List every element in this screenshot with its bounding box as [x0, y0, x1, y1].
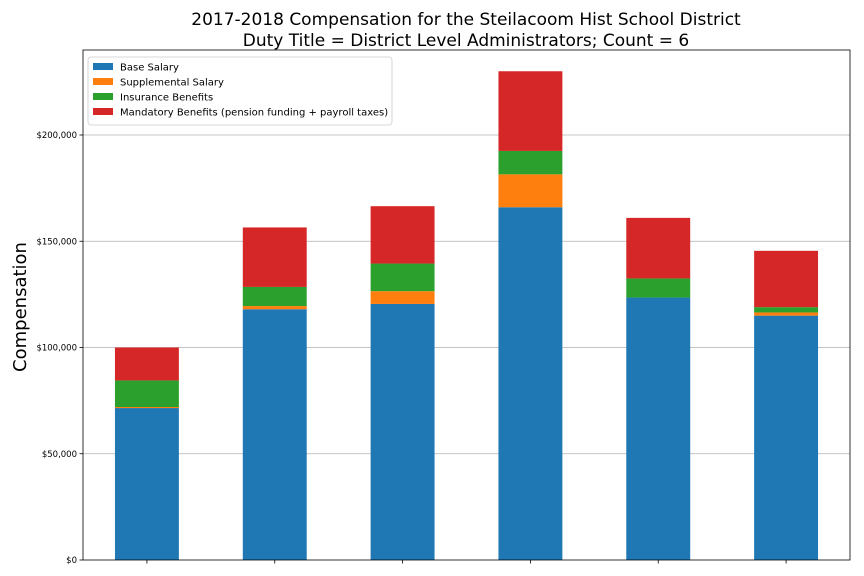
- y-tick-label: $200,000: [36, 131, 77, 141]
- bar-segment: [114, 347, 179, 381]
- y-tick-label: $50,000: [42, 450, 77, 460]
- bar-segment: [242, 286, 307, 307]
- grid: [83, 134, 850, 455]
- legend-label: Supplemental Salary: [120, 78, 224, 89]
- bar-segment: [242, 309, 307, 560]
- bar-segment: [754, 315, 819, 560]
- bar-segment: [626, 278, 691, 298]
- legend: Base Salary Supplemental Salary Insurance …: [87, 56, 393, 126]
- bar-segment: [754, 312, 819, 316]
- bar-segment: [754, 250, 819, 308]
- y-tick-label: $0: [66, 556, 77, 566]
- legend-label: Base Salary: [120, 63, 179, 74]
- bar-segment: [114, 380, 179, 407]
- legend-label: Mandatory Benefits (pension funding + pa…: [120, 108, 388, 119]
- bar-segment: [370, 206, 435, 264]
- bar-segment: [626, 217, 691, 279]
- y-tick-label: $150,000: [36, 237, 77, 247]
- bar-segment: [242, 227, 307, 287]
- bar-segment: [498, 150, 563, 175]
- legend-swatch: [93, 78, 113, 85]
- bar-segment: [626, 297, 691, 560]
- bar-segment: [498, 174, 563, 208]
- bars: [114, 71, 819, 560]
- axes: $0 $50,000 $100,000 $150,000 $200,000: [36, 49, 851, 566]
- plot-frame: [82, 49, 851, 561]
- legend-swatch: [93, 63, 113, 70]
- legend-label: Insurance Benefits: [120, 93, 213, 104]
- bar-segment: [498, 71, 563, 151]
- chart-title-line-1: 2017-2018 Compensation for the Steilacoo…: [191, 10, 741, 30]
- legend-box: [87, 56, 393, 126]
- bar-segment: [498, 207, 563, 560]
- legend-swatch: [93, 108, 113, 115]
- chart-title-line-2: Duty Title = District Level Administrato…: [243, 31, 689, 51]
- bar-segment: [114, 408, 179, 560]
- bar-segment: [242, 306, 307, 310]
- bar-segment: [370, 291, 435, 304]
- bar-segment: [754, 307, 819, 313]
- bar-segment: [114, 407, 179, 409]
- y-tick-label: $100,000: [36, 344, 77, 354]
- bar-segment: [370, 263, 435, 292]
- y-axis-label: Compensation: [10, 242, 31, 372]
- bar-segment: [370, 303, 435, 560]
- legend-swatch: [93, 93, 113, 100]
